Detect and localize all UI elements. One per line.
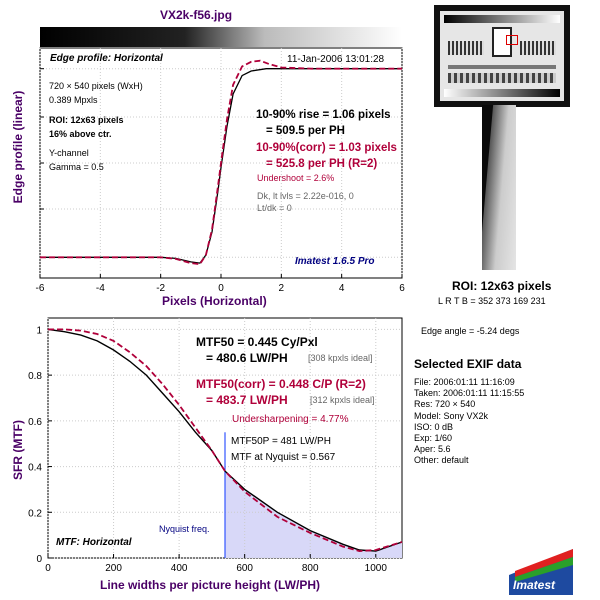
- imatest-logo: Imatest: [509, 545, 573, 595]
- edge-heading: Edge profile: Horizontal: [50, 53, 163, 64]
- mtf-chart: 0 200 400 600 800 1000 0 0.2 0.4 0.6 0.8 1: [28, 317, 403, 574]
- edge-tick-label-x: 6: [399, 283, 405, 294]
- mtf-nyquist: MTF at Nyquist = 0.567: [231, 452, 336, 463]
- edge-tick-label-x: -6: [36, 283, 45, 294]
- mtf50-info: MTF50 = 0.445 Cy/Pxl = 480.6 LW/PH: [196, 334, 318, 366]
- edge-tick-label-x: -4: [96, 283, 105, 294]
- mtf50p-info: MTF50P = 481 LW/PH MTF at Nyquist = 0.56…: [231, 434, 335, 466]
- mtf-tick-label-y: 0.8: [28, 371, 42, 382]
- channel: Y-channel: [49, 148, 89, 158]
- lt-dk-ratio: Lt/dk = 0: [257, 203, 292, 213]
- exif-res: Res: 720 × 540: [414, 399, 476, 410]
- roi-size: ROI: 12x63 pixels: [49, 115, 124, 125]
- edge-tick-label-x: 2: [279, 283, 285, 294]
- mtf-xlabel: Line widths per picture height (LW/PH): [100, 578, 321, 592]
- undershoot: Undershoot = 2.6%: [257, 173, 335, 183]
- channel-info: Y-channel Gamma = 0.5: [49, 146, 104, 174]
- mtf-tick-label-y: 0: [36, 554, 42, 565]
- edge-profile-chart: -6 -4 -2 0 2 4 6: [36, 27, 405, 294]
- info-size: 720 × 540 pixels (WxH): [49, 81, 143, 91]
- mtf50corr-info: MTF50(corr) = 0.448 C/P (R=2) = 483.7 LW…: [196, 376, 366, 408]
- info-mpxls: 0.389 Mpxls: [49, 95, 98, 105]
- corr-rise-pixels: 10-90%(corr) = 1.03 pixels: [256, 142, 397, 154]
- gamma: Gamma = 0.5: [49, 162, 104, 172]
- corr-rise-ph: = 525.8 per PH (R=2): [266, 158, 378, 170]
- edge-xlabel: Pixels (Horizontal): [162, 294, 267, 308]
- image-info: 720 × 540 pixels (WxH) 0.389 Mpxls: [49, 79, 143, 107]
- mtf-heading: MTF: Horizontal: [56, 537, 132, 548]
- roi-position: 16% above ctr.: [49, 129, 112, 139]
- nyquist-label: Nyquist freq.: [159, 524, 210, 534]
- exif-other: Other: default: [414, 455, 469, 466]
- rise-ph: = 509.5 per PH: [266, 125, 345, 137]
- exif-title: Selected EXIF data: [414, 357, 522, 371]
- mtf-series-corrected: [48, 328, 403, 553]
- mtf50corr-cp: MTF50(corr) = 0.448 C/P (R=2): [196, 377, 366, 391]
- edge-tick-label-x: 0: [218, 283, 224, 294]
- rise-pixels: 10-90% rise = 1.06 pixels: [256, 109, 391, 121]
- edge-gradient-strip: [40, 27, 402, 47]
- mtf50-cypx: MTF50 = 0.445 Cy/Pxl: [196, 335, 318, 349]
- edge-series-corrected: [40, 59, 402, 266]
- mtf-tick-label-y: 0.4: [28, 463, 42, 474]
- exif-file: File: 2006:01:11 11:16:09: [414, 377, 515, 387]
- dk-levels: Dk, lt lvls = 2.22e-016, 0 Lt/dk = 0: [257, 190, 354, 214]
- undersharpening: Undersharpening = 4.77%: [232, 414, 349, 425]
- mtf50corr-ideal: [312 kpxls ideal]: [310, 395, 375, 405]
- dk-lt-levels: Dk, lt lvls = 2.22e-016, 0: [257, 191, 354, 201]
- edge-tick-label-x: -2: [156, 283, 165, 294]
- test-chart-thumbnail: [434, 5, 570, 107]
- roi-label: ROI: 12x63 pixels: [452, 279, 552, 293]
- exif-model: Model: Sony VX2k: [414, 410, 489, 421]
- imatest-logo-text: Imatest: [513, 578, 556, 592]
- exif-taken: Taken: 2006:01:11 11:15:55: [414, 388, 525, 399]
- mtf-tick-label-x: 400: [171, 563, 188, 574]
- mtf-tick-label-x: 200: [105, 563, 122, 574]
- mtf-tick-label-y: 0.2: [28, 508, 42, 519]
- mtf50corr-lwph: = 483.7 LW/PH: [206, 393, 288, 407]
- exif-list: File: 2006:01:11 11:16:09 Taken: 2006:01…: [414, 377, 524, 467]
- nyquist-shaded-area: [225, 471, 402, 558]
- roi-info: ROI: 12x63 pixels 16% above ctr.: [49, 113, 124, 141]
- exif-aper: Aper: 5.6: [414, 444, 451, 455]
- mtf-tick-label-x: 0: [45, 563, 51, 574]
- roi-crop: [482, 105, 516, 270]
- corr-rise-info: 10-90%(corr) = 1.03 pixels = 525.8 per P…: [256, 140, 397, 172]
- mtf50p: MTF50P = 481 LW/PH: [231, 436, 331, 447]
- mtf-tick-label-x: 600: [236, 563, 253, 574]
- mtf-tick-label-x: 1000: [365, 563, 388, 574]
- edge-tick-label-x: 4: [339, 283, 345, 294]
- mtf50-lwph: = 480.6 LW/PH: [206, 351, 288, 365]
- roi-lrtb: L R T B = 352 373 169 231: [438, 296, 546, 306]
- mtf-tick-label-x: 800: [302, 563, 319, 574]
- page-title: VX2k-f56.jpg: [160, 8, 233, 22]
- exif-exp: Exp: 1/60: [414, 433, 453, 444]
- rise-info: 10-90% rise = 1.06 pixels = 509.5 per PH: [256, 107, 391, 139]
- edge-timestamp: 11-Jan-2006 13:01:28: [287, 54, 385, 65]
- imatest-version: Imatest 1.6.5 Pro: [295, 256, 375, 267]
- mtf-series-measured: [47, 328, 403, 552]
- mtf50-ideal: [308 kpxls ideal]: [308, 353, 373, 363]
- mtf-tick-label-y: 0.6: [28, 417, 42, 428]
- mtf-tick-label-y: 1: [36, 325, 42, 336]
- edge-angle: Edge angle = -5.24 degs: [421, 326, 520, 336]
- exif-iso: ISO: 0 dB: [414, 421, 454, 432]
